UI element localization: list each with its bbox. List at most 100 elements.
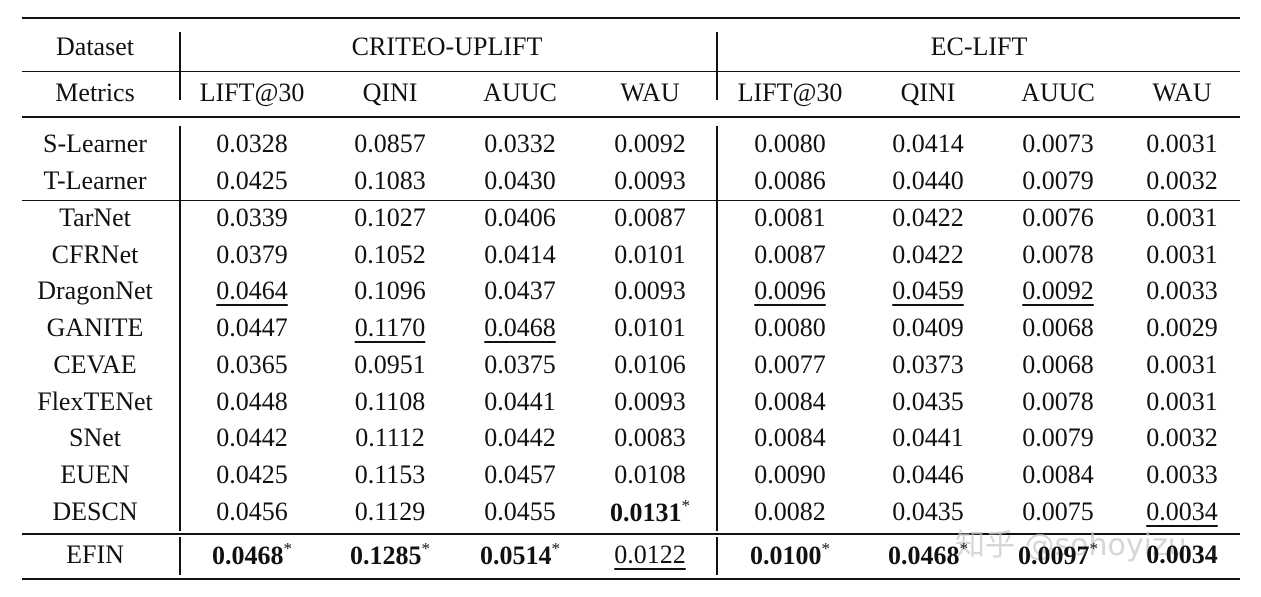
cell: 0.0090 xyxy=(754,460,826,490)
cell-value: 0.0101 xyxy=(614,239,686,269)
cell-value: 0.0034 xyxy=(1146,496,1218,526)
cell: 0.0031 xyxy=(1146,203,1218,233)
cell-value: 0.0375 xyxy=(484,349,556,379)
cell: 0.0080 xyxy=(754,129,826,159)
divider xyxy=(716,32,718,100)
cell: 0.0086 xyxy=(754,166,826,196)
cell: 0.0079 xyxy=(1022,166,1094,196)
cell-value: 0.0033 xyxy=(1146,276,1218,306)
group-header: EC-LIFT xyxy=(930,32,1028,61)
cell-value: 0.0468 xyxy=(484,313,556,343)
rule xyxy=(22,533,1240,535)
group-header: CRITEO-UPLIFT xyxy=(351,32,543,61)
cell: 0.0082 xyxy=(754,497,826,527)
cell-value: 0.0031 xyxy=(1146,239,1218,269)
cell: 0.0083 xyxy=(614,423,686,453)
cell: 0.0084 xyxy=(754,387,826,417)
cell: 0.0857 xyxy=(354,129,426,159)
cell-value: 0.0096 xyxy=(754,276,826,306)
cell: 0.0093 xyxy=(614,387,686,417)
method-name: DragonNet xyxy=(37,276,153,306)
cell-value: 0.1052 xyxy=(354,239,426,269)
cell-value: 0.1285 xyxy=(350,540,422,570)
cell-value: 0.0034 xyxy=(1146,540,1218,569)
cell: 0.0093 xyxy=(614,276,686,306)
cell: 0.0097* xyxy=(1018,539,1098,571)
cell: 0.0084 xyxy=(1022,460,1094,490)
significance-mark: * xyxy=(821,539,831,559)
cell-value: 0.0080 xyxy=(754,313,826,343)
metric-header: QINI xyxy=(362,78,418,107)
cell-value: 0.0339 xyxy=(216,203,288,232)
cell-value: 0.0857 xyxy=(354,129,426,158)
method-name: FlexTENet xyxy=(37,386,153,416)
divider xyxy=(716,537,718,575)
cell: 0.0468 xyxy=(484,313,556,343)
cell: 0.0441 xyxy=(484,387,556,417)
cell-value: 0.1096 xyxy=(354,276,426,306)
cell: 0.0440 xyxy=(892,166,964,196)
cell: 0.0087 xyxy=(754,240,826,270)
cell-value: 0.0409 xyxy=(892,313,964,343)
divider xyxy=(716,126,718,531)
cell-value: 0.0446 xyxy=(892,459,964,489)
cell: 0.1153 xyxy=(355,460,426,490)
cell: 0.0514* xyxy=(480,539,560,571)
cell-value: 0.0032 xyxy=(1146,423,1218,453)
cell: 0.0087 xyxy=(614,203,686,233)
cell-value: 0.0075 xyxy=(1022,496,1094,526)
cell: 0.0078 xyxy=(1022,387,1094,417)
cell: 0.0425 xyxy=(216,460,288,490)
cell: 0.0080 xyxy=(754,313,826,343)
cell-value: 0.1027 xyxy=(354,203,426,232)
cell-value: 0.0425 xyxy=(216,165,288,195)
cell-value: 0.0081 xyxy=(754,203,826,232)
cell-value: 0.0080 xyxy=(754,129,826,158)
cell: 0.0406 xyxy=(484,203,556,233)
cell: 0.0339 xyxy=(216,203,288,233)
cell: 0.0079 xyxy=(1022,423,1094,453)
cell: 0.0101 xyxy=(614,240,686,270)
cell-value: 0.0459 xyxy=(892,276,964,306)
rule xyxy=(22,17,1240,19)
metric-header: AUUC xyxy=(483,78,557,107)
cell-value: 0.0455 xyxy=(484,496,556,526)
cell: 0.0092 xyxy=(1022,276,1094,306)
cell-value: 0.0435 xyxy=(892,386,964,416)
metric-header: WAU xyxy=(620,78,680,107)
cell: 0.0032 xyxy=(1146,423,1218,453)
cell-value: 0.0435 xyxy=(892,496,964,526)
cell: 0.0951 xyxy=(354,350,426,380)
cell: 0.0073 xyxy=(1022,129,1094,159)
cell-value: 0.1108 xyxy=(354,386,426,416)
cell: 0.0379 xyxy=(216,240,288,270)
cell-value: 0.1083 xyxy=(354,165,426,195)
cell-value: 0.0441 xyxy=(892,423,964,453)
cell: 0.0033 xyxy=(1146,276,1218,306)
metric-header: LIFT@30 xyxy=(199,78,305,107)
cell: 0.1027 xyxy=(354,203,426,233)
cell: 0.1285* xyxy=(350,539,430,571)
cell: 0.0077 xyxy=(754,350,826,380)
cell-value: 0.0422 xyxy=(892,203,964,232)
cell-value: 0.0079 xyxy=(1022,423,1094,453)
cell-value: 0.0077 xyxy=(754,349,826,379)
cell: 0.0414 xyxy=(892,129,964,159)
significance-mark: * xyxy=(551,539,561,559)
cell-value: 0.0079 xyxy=(1022,165,1094,195)
rule xyxy=(22,578,1240,580)
cell: 0.0106 xyxy=(614,350,686,380)
cell: 0.0455 xyxy=(484,497,556,527)
cell-value: 0.0122 xyxy=(614,540,686,569)
cell-value: 0.0468 xyxy=(888,540,960,570)
cell: 0.0422 xyxy=(892,203,964,233)
significance-mark: * xyxy=(959,539,969,559)
method-name: S-Learner xyxy=(43,129,147,158)
cell-value: 0.0083 xyxy=(614,423,686,453)
cell: 0.0332 xyxy=(484,129,556,159)
cell: 0.0093 xyxy=(614,166,686,196)
cell: 0.0422 xyxy=(892,240,964,270)
cell: 0.1112 xyxy=(355,423,425,453)
method-name: SNet xyxy=(69,423,121,453)
